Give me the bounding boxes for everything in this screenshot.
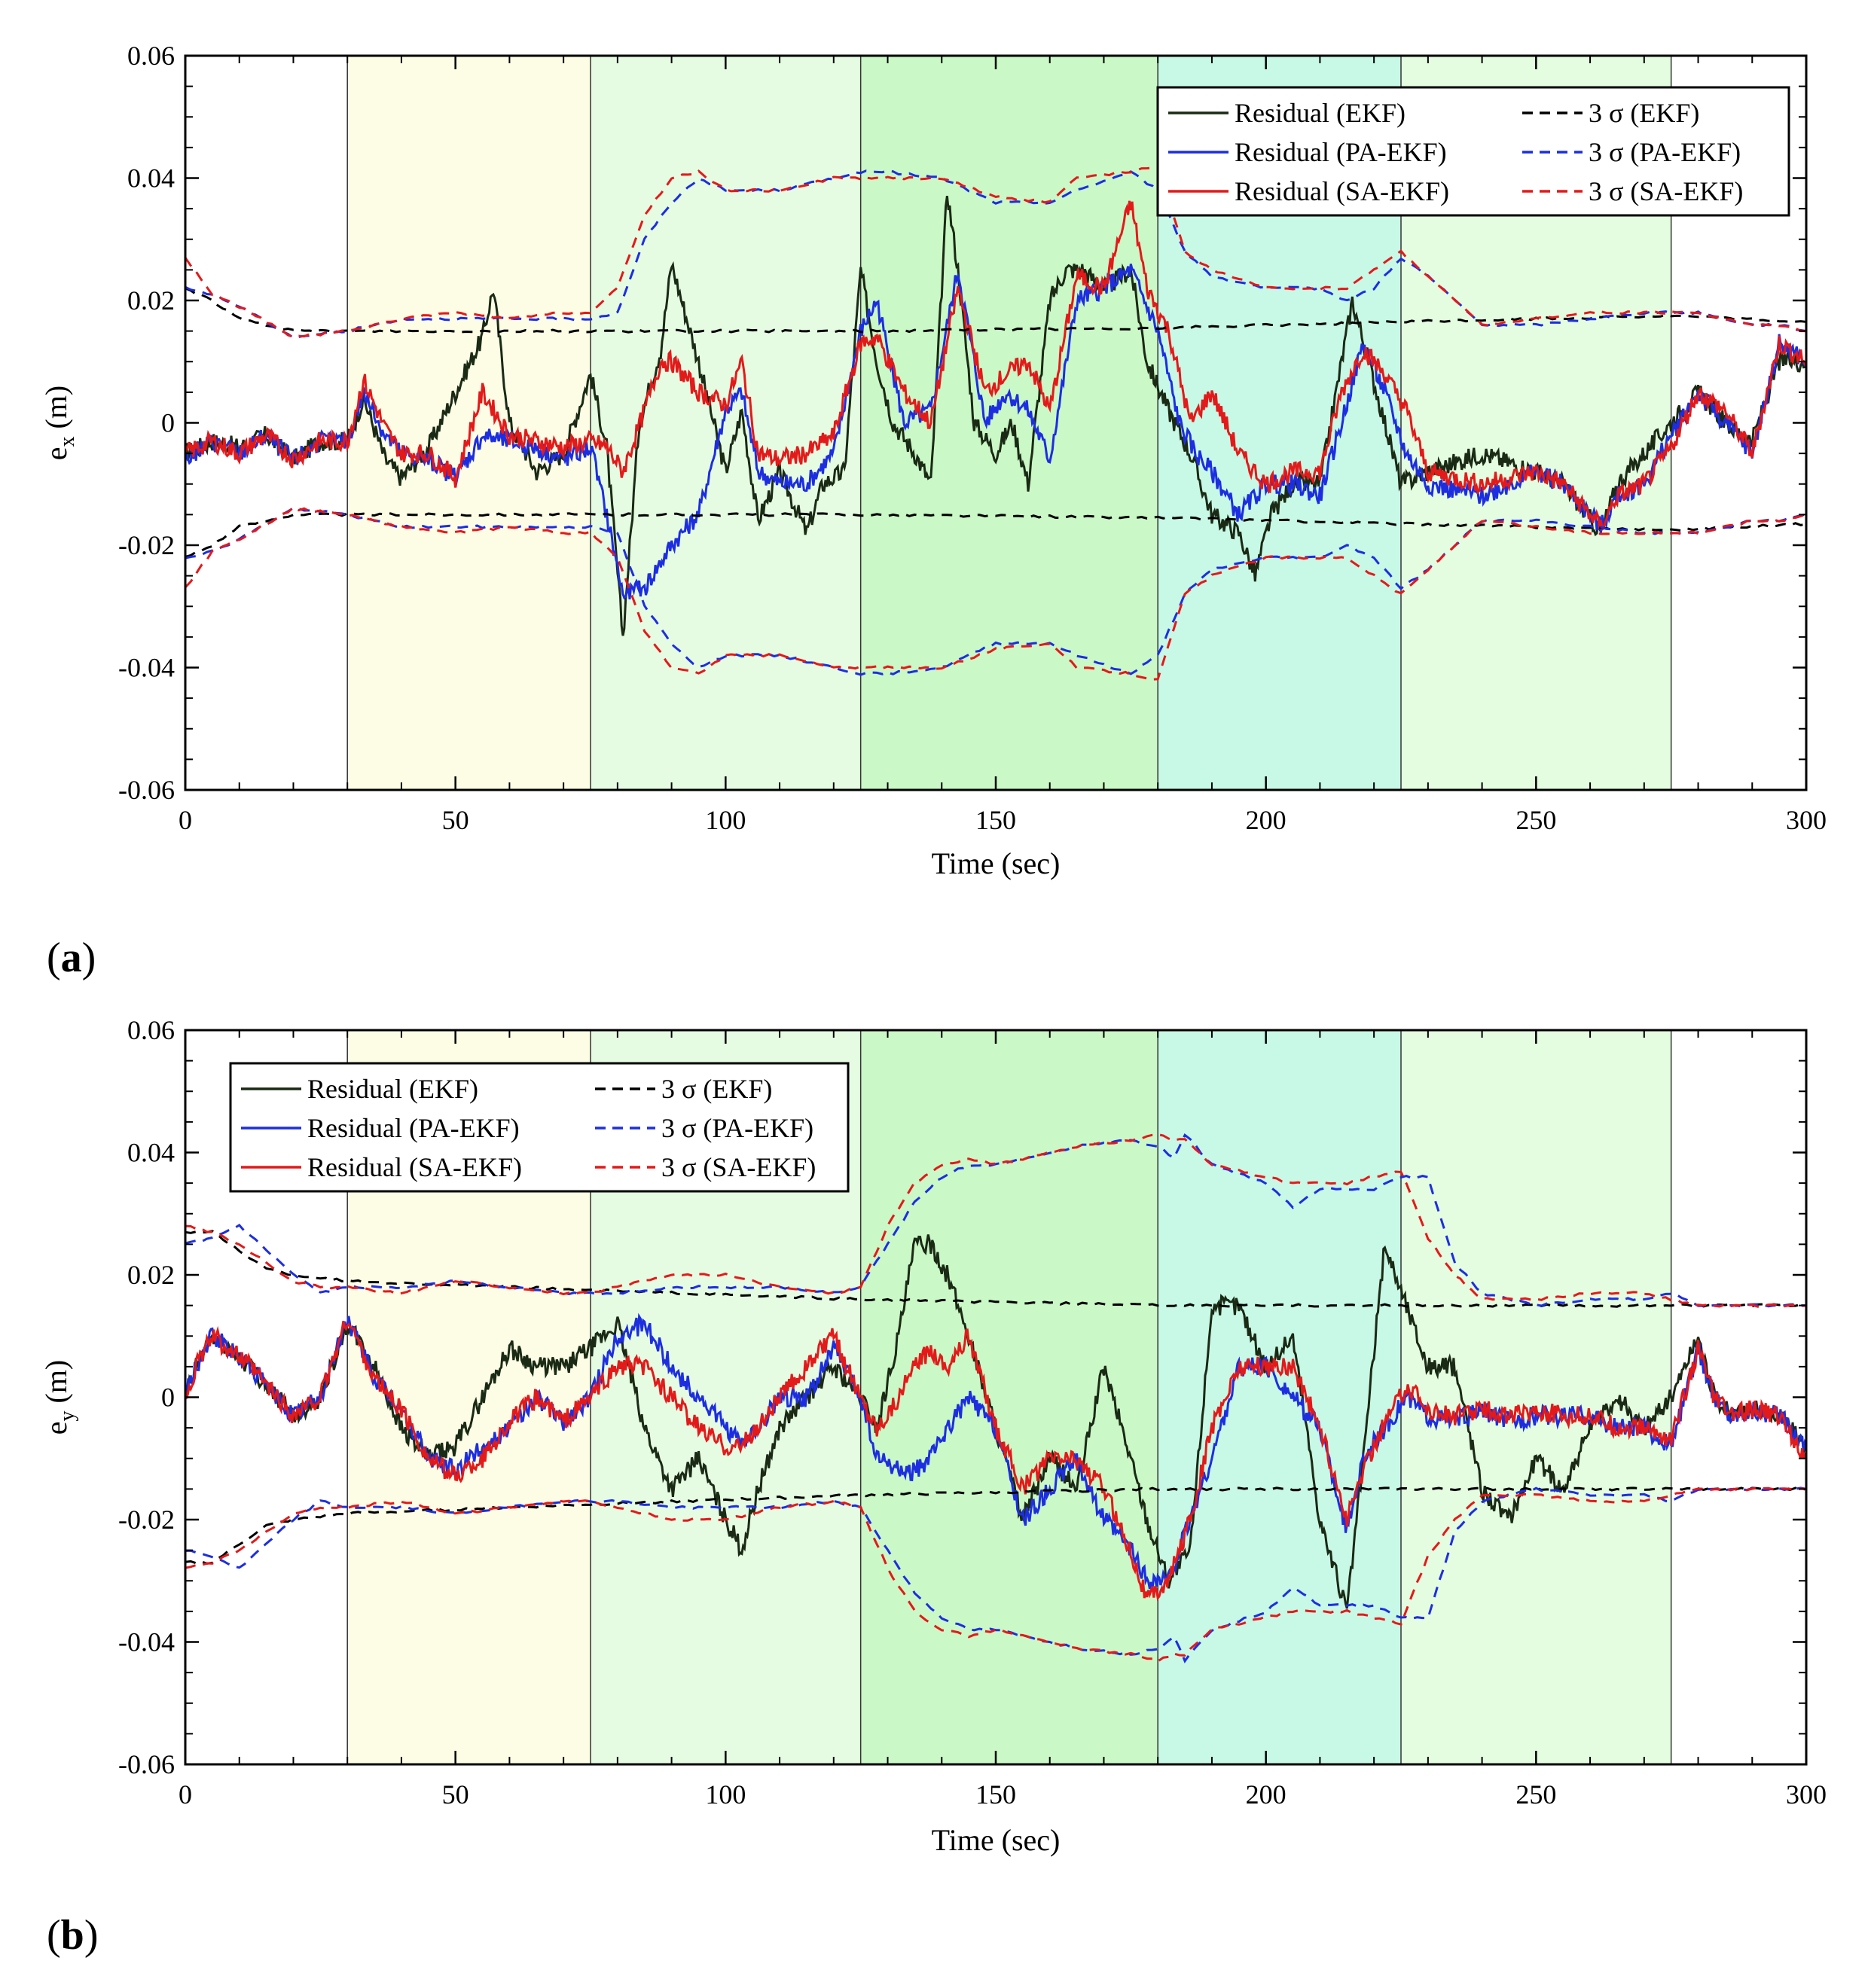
y-tick-label: 0.06 [127, 1015, 175, 1045]
region-3 [1158, 1030, 1401, 1764]
x-tick-label: 250 [1515, 1779, 1556, 1810]
series-3-pa-ekf-line [185, 169, 1807, 340]
y-tick-label: -0.06 [118, 1749, 175, 1779]
series-3-ekf-lower-line [185, 512, 1807, 558]
y-tick-label: 0 [161, 1383, 175, 1413]
series-residual-sa-ekf-line [184, 1320, 1808, 1602]
legend-label: 3 σ (EKF) [1589, 98, 1699, 128]
x-tick-label: 150 [975, 1779, 1016, 1810]
y-tick-label: 0 [161, 408, 175, 438]
legend: Residual (EKF) 3 σ (EKF) Residual (PA-EKF)… [229, 1062, 850, 1193]
panel-label-a: (a) [47, 935, 96, 981]
y-axis-label: ey (m) [39, 1360, 79, 1435]
panel-b: 0 50 100 150 200 250 300 -0.06 -0.04 -0.02 0 0.02 0.… [39, 1015, 1827, 1959]
series-3-pa-ekf-lower-line [185, 1486, 1807, 1663]
x-tick-label: 0 [179, 805, 192, 835]
series-3-sa-ekf-lower-line [185, 1486, 1807, 1663]
x-tick-label: 0 [179, 1779, 192, 1810]
legend-label: Residual (EKF) [307, 1074, 478, 1104]
series-3-ekf-lower-line [185, 1486, 1807, 1565]
legend-label: Residual (SA-EKF) [307, 1152, 522, 1182]
x-tick-label: 50 [442, 805, 469, 835]
y-tick-label: -0.02 [118, 1505, 175, 1535]
series-3-sa-ekf-lower-line [184, 505, 1807, 681]
legend-label: 3 σ (EKF) [661, 1074, 772, 1104]
legend-label: Residual (PA-EKF) [1235, 137, 1447, 167]
region-0 [347, 56, 591, 790]
y-tick-label: -0.06 [118, 775, 175, 805]
series-group [184, 1133, 1808, 1663]
y-tick-label: 0.02 [127, 1260, 175, 1290]
x-tick-label: 300 [1786, 1779, 1827, 1810]
legend-label: 3 σ (SA-EKF) [661, 1152, 816, 1182]
x-tick-label: 200 [1246, 1779, 1287, 1810]
legend-box [1156, 86, 1790, 217]
x-tick-label: 100 [705, 805, 746, 835]
y-tick-label: -0.02 [118, 530, 175, 560]
y-axis-label: ex (m) [39, 386, 79, 461]
region-4 [1401, 1030, 1671, 1764]
legend: Residual (EKF) 3 σ (EKF) Residual (PA-EKF)… [1156, 86, 1790, 217]
region-2 [860, 1030, 1158, 1764]
x-axis-label: Time (sec) [932, 846, 1061, 880]
y-tick-label: -0.04 [118, 1627, 175, 1657]
y-tick-label: 0.06 [127, 41, 175, 71]
series-residual-sa-ekf-line [184, 200, 1808, 531]
series-3-ekf-line [185, 1230, 1807, 1308]
legend-label: 3 σ (PA-EKF) [1589, 137, 1741, 167]
y-tick-label: 0.02 [127, 285, 175, 316]
series-3-sa-ekf-line [184, 165, 1806, 339]
y-tick-label: 0.04 [127, 1138, 175, 1168]
legend-label: Residual (SA-EKF) [1235, 176, 1449, 206]
x-tick-label: 250 [1515, 805, 1556, 835]
x-tick-label: 150 [975, 805, 1016, 835]
legend-label: 3 σ (SA-EKF) [1589, 176, 1743, 206]
ticks: 0 50 100 150 200 250 300 -0.06 -0.04 -0.02 0 0.02 0.… [118, 1015, 1827, 1810]
x-tick-label: 200 [1246, 805, 1287, 835]
series-3-pa-ekf-line [185, 1133, 1807, 1308]
legend-label: 3 σ (PA-EKF) [661, 1113, 813, 1143]
x-axis-label: Time (sec) [932, 1823, 1061, 1857]
y-tick-label: -0.04 [118, 653, 175, 683]
series-3-pa-ekf-lower-line [185, 507, 1807, 676]
panel-a: 0 50 100 150 200 250 300 -0.06 -0.04 -0.02 0 0.02 0.… [39, 41, 1827, 981]
panel-label-b: (b) [47, 1912, 98, 1959]
ticks: 0 50 100 150 200 250 300 -0.06 -0.04 -0.02 0 0.02 0.… [118, 41, 1827, 835]
legend-label: Residual (EKF) [1235, 98, 1406, 128]
series-group [184, 165, 1808, 681]
series-3-sa-ekf-line [185, 1133, 1807, 1308]
x-tick-label: 300 [1786, 805, 1827, 835]
x-tick-label: 100 [705, 1779, 746, 1810]
legend-label: Residual (PA-EKF) [307, 1113, 520, 1143]
y-tick-label: 0.04 [127, 163, 175, 194]
x-tick-label: 50 [442, 1779, 469, 1810]
region-1 [591, 56, 861, 790]
legend-box [229, 1062, 850, 1193]
